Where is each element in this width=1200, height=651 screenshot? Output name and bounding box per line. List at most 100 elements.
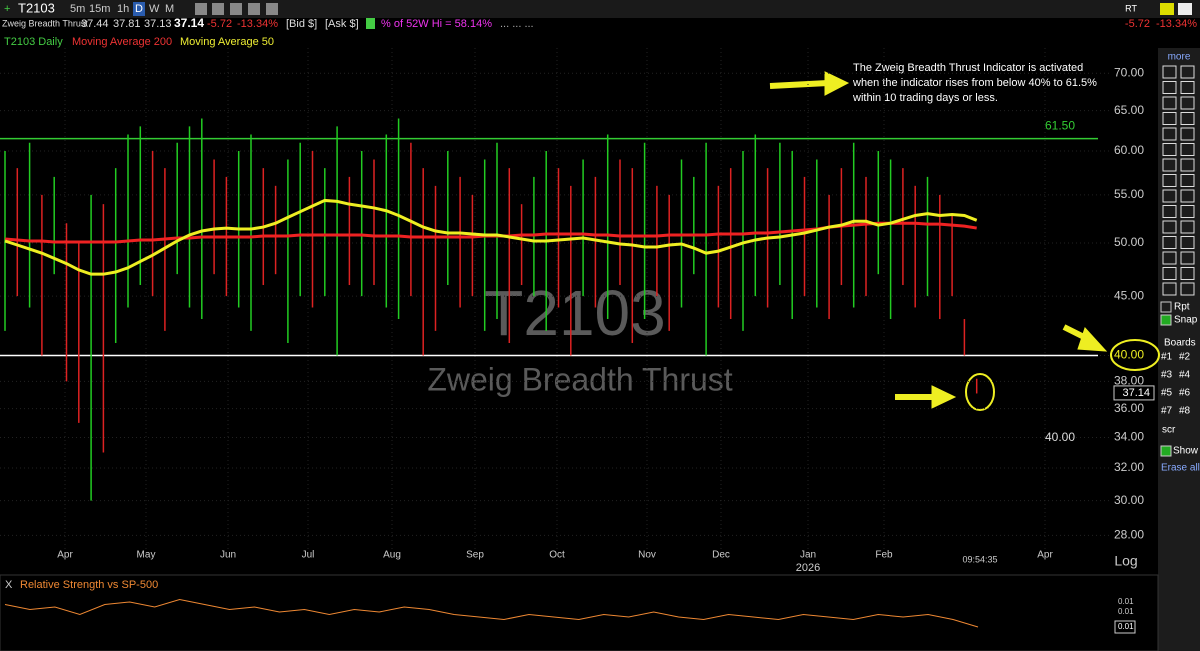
- drawing-tool[interactable]: [1180, 127, 1195, 141]
- more-link[interactable]: more: [1168, 52, 1191, 63]
- x-tick-label: Dec: [712, 550, 730, 561]
- quote-last: 37.14: [174, 16, 204, 30]
- drawing-tool[interactable]: [1162, 158, 1177, 172]
- right-change: -5.72: [1125, 18, 1150, 30]
- y-tick-label: 70.00: [1114, 65, 1144, 79]
- y-tick-label: 55.00: [1114, 187, 1144, 201]
- drawing-tool[interactable]: [1180, 205, 1195, 218]
- drawing-tool[interactable]: [1180, 251, 1195, 265]
- drawing-tool[interactable]: [1180, 65, 1195, 79]
- drawing-tool[interactable]: [1162, 81, 1177, 94]
- drawing-tool[interactable]: [1180, 143, 1195, 156]
- drawing-tool[interactable]: [1162, 174, 1177, 187]
- tool-icon[interactable]: [195, 3, 207, 15]
- drawing-tool[interactable]: [1162, 236, 1177, 249]
- quote-open: 37.44: [81, 18, 109, 30]
- board-button[interactable]: #5: [1161, 388, 1173, 399]
- year-label: 2026: [796, 562, 820, 574]
- pct-52w-high: % of 52W Hi = 58.14%: [381, 18, 492, 30]
- drawing-tool[interactable]: [1180, 220, 1195, 234]
- drawing-tool[interactable]: [1162, 143, 1177, 156]
- quote-change: -5.72: [207, 18, 232, 30]
- arrow-head: [824, 71, 850, 96]
- drawing-tool[interactable]: [1180, 267, 1195, 280]
- rs-panel-bg: [0, 574, 1159, 651]
- indicator-icon: [366, 18, 375, 29]
- legend-ma200[interactable]: Moving Average 200: [72, 36, 172, 48]
- board-button[interactable]: #6: [1179, 388, 1191, 399]
- tool-icon[interactable]: [248, 3, 260, 15]
- x-tick-label: Jun: [220, 550, 236, 561]
- close-pane[interactable]: X: [5, 579, 13, 591]
- y-tick-label: 38.00: [1114, 374, 1144, 388]
- drawing-tool[interactable]: [1162, 205, 1177, 218]
- drawing-tool[interactable]: [1180, 282, 1195, 296]
- plus-icon[interactable]: +: [4, 3, 10, 15]
- badge[interactable]: [1160, 3, 1174, 15]
- rpt-option[interactable]: Rpt: [1174, 302, 1190, 313]
- erase-all[interactable]: Erase all: [1161, 463, 1200, 474]
- drawing-tool[interactable]: [1162, 282, 1177, 296]
- board-button[interactable]: #8: [1179, 406, 1191, 417]
- interval[interactable]: D: [135, 3, 143, 15]
- drawing-tool[interactable]: [1162, 112, 1177, 125]
- drawing-tool[interactable]: [1162, 65, 1177, 79]
- board-button[interactable]: #1: [1161, 352, 1173, 363]
- drawing-tool[interactable]: [1180, 96, 1195, 110]
- symbol[interactable]: T2103: [18, 0, 55, 15]
- checkbox: [1160, 314, 1172, 326]
- checkbox: [1160, 301, 1172, 313]
- rs-title[interactable]: Relative Strength vs SP-500: [20, 579, 158, 591]
- drawing-tool[interactable]: [1162, 251, 1177, 265]
- interval[interactable]: M: [165, 3, 174, 15]
- drawing-tool[interactable]: [1180, 112, 1195, 125]
- interval[interactable]: 15m: [89, 3, 110, 15]
- drawing-tool[interactable]: [1180, 158, 1195, 172]
- board-button[interactable]: #2: [1179, 352, 1191, 363]
- quote-low: 37.13: [144, 18, 172, 30]
- screen-button[interactable]: scr: [1162, 425, 1176, 436]
- board-button[interactable]: #7: [1161, 406, 1173, 417]
- watermark-symbol: T2103: [484, 277, 665, 349]
- y-tick-label: 32.00: [1114, 460, 1144, 474]
- legend-ma50[interactable]: Moving Average 50: [180, 36, 274, 48]
- drawing-tool[interactable]: [1162, 267, 1177, 280]
- tool-icon[interactable]: [212, 3, 224, 15]
- y-tick-label: 50.00: [1114, 235, 1144, 249]
- board-button[interactable]: #3: [1161, 370, 1173, 381]
- last-price-box: [1113, 385, 1155, 401]
- drawing-tool[interactable]: [1180, 174, 1195, 187]
- y-tick-label: 34.00: [1114, 430, 1144, 444]
- board-button[interactable]: #4: [1179, 370, 1191, 381]
- drawing-tool[interactable]: [1180, 236, 1195, 249]
- boards-label[interactable]: Boards: [1164, 338, 1196, 349]
- quote-change-pct: -13.34%: [237, 18, 278, 30]
- last-price: 37.14: [1122, 387, 1150, 399]
- tool-icon[interactable]: [266, 3, 278, 15]
- legend-price[interactable]: T2103 Daily: [4, 36, 63, 48]
- badge[interactable]: [1178, 3, 1192, 15]
- ask[interactable]: [Ask $]: [325, 18, 359, 30]
- drawing-tool[interactable]: [1180, 189, 1195, 203]
- drawing-tool[interactable]: [1162, 220, 1177, 234]
- snap-option[interactable]: Snap: [1174, 315, 1198, 326]
- y-tick-label: 40.00: [1114, 348, 1144, 362]
- x-tick-label: Sep: [466, 550, 484, 561]
- log-toggle[interactable]: Log: [1114, 553, 1137, 569]
- arrow-head: [1077, 327, 1108, 352]
- side-panel-bg: [1158, 48, 1200, 651]
- highlight-circle: [1110, 339, 1160, 371]
- tool-icon[interactable]: [230, 3, 242, 15]
- rt-flag[interactable]: RT: [1125, 3, 1137, 13]
- drawing-tool[interactable]: [1162, 189, 1177, 203]
- bid[interactable]: [Bid $]: [286, 18, 317, 30]
- drawing-tool[interactable]: [1180, 81, 1195, 94]
- interval[interactable]: 1h: [117, 3, 129, 15]
- y-tick-label: 60.00: [1114, 143, 1144, 157]
- drawing-tool[interactable]: [1162, 127, 1177, 141]
- show-option[interactable]: Show: [1173, 446, 1199, 457]
- interval[interactable]: 5m: [70, 3, 85, 15]
- drawing-tool[interactable]: [1162, 96, 1177, 110]
- interval[interactable]: W: [149, 3, 160, 15]
